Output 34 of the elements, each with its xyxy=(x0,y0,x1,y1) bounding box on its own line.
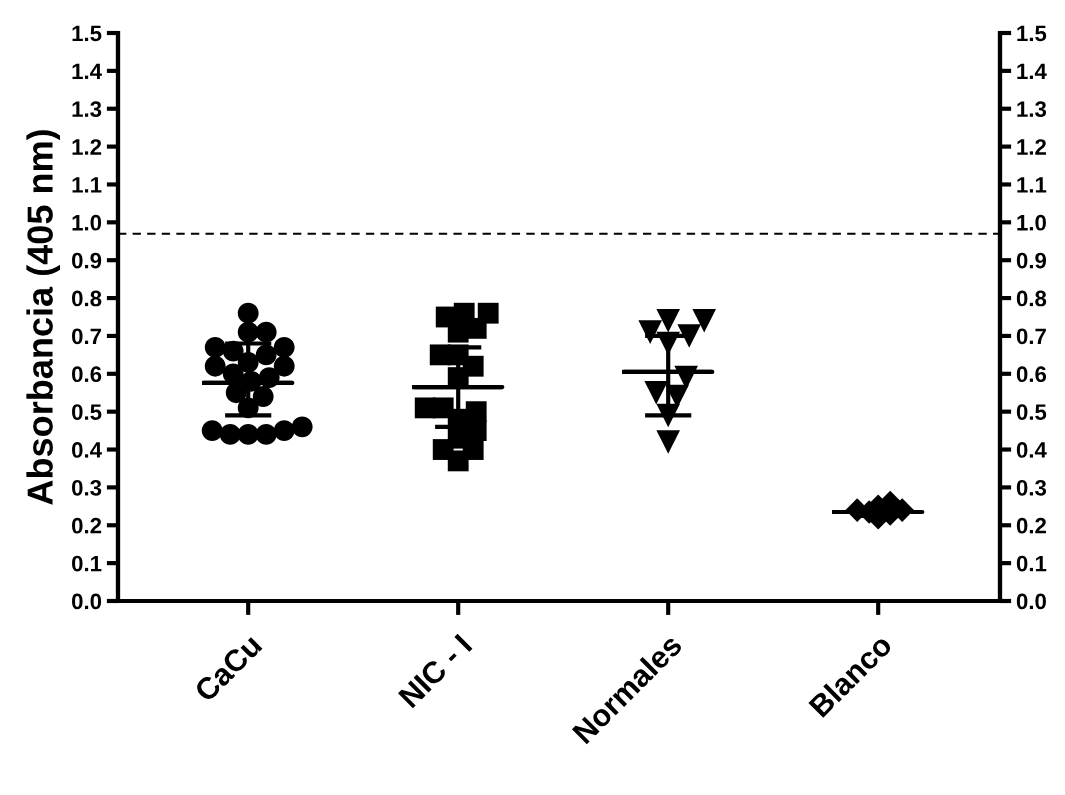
y-tick-label: 1.4 xyxy=(72,63,102,79)
y-tick-label: 0.3 xyxy=(72,479,102,496)
y2-tick-label: 0.8 xyxy=(1016,290,1047,307)
y-tick-label: 0.0 xyxy=(72,593,102,610)
y-tick-label: 0.5 xyxy=(72,404,102,420)
y2-tick-label: 1.2 xyxy=(1017,139,1046,155)
y-tick-label: 1.1 xyxy=(72,177,102,193)
y-tick-label: 1.5 xyxy=(72,25,102,42)
y2-tick-label: 0.5 xyxy=(1016,404,1047,420)
y2-tick-label: 1.0 xyxy=(1017,214,1046,231)
y2-tick-label: 1.1 xyxy=(1017,177,1047,193)
y-tick-label: 0.8 xyxy=(72,290,102,307)
y2-tick-label: 0.9 xyxy=(1016,252,1047,269)
y2-tick-label: 0.0 xyxy=(1016,593,1046,610)
y-tick-label: 1.2 xyxy=(72,139,102,155)
y2-tick-label: 0.2 xyxy=(1016,517,1046,534)
y2-tick-label: 0.4 xyxy=(1016,442,1047,458)
y-tick-label: 0.1 xyxy=(72,555,102,572)
x-tick-label: NIC - I xyxy=(397,633,473,709)
y2-tick-label: 1.4 xyxy=(1017,63,1047,79)
y2-tick-label: 1.3 xyxy=(1017,101,1047,118)
y-tick-label: 0.7 xyxy=(72,328,102,345)
y-axis-title: Absorbancia (405 nm) xyxy=(26,130,61,505)
y2-tick-label: 0.6 xyxy=(1016,366,1047,383)
y-tick-label: 0.9 xyxy=(72,252,102,269)
y-tick-label: 1.3 xyxy=(72,101,102,118)
y-tick-label: 0.2 xyxy=(72,517,102,534)
y-tick-label: 1.0 xyxy=(72,214,102,231)
y2-tick-label: 1.5 xyxy=(1017,25,1047,42)
y2-tick-label: 0.7 xyxy=(1016,328,1046,345)
y-tick-label: 0.4 xyxy=(72,442,102,458)
y-tick-label: 0.6 xyxy=(72,366,102,383)
y2-tick-label: 0.3 xyxy=(1016,479,1047,496)
y2-tick-label: 0.1 xyxy=(1016,555,1047,572)
